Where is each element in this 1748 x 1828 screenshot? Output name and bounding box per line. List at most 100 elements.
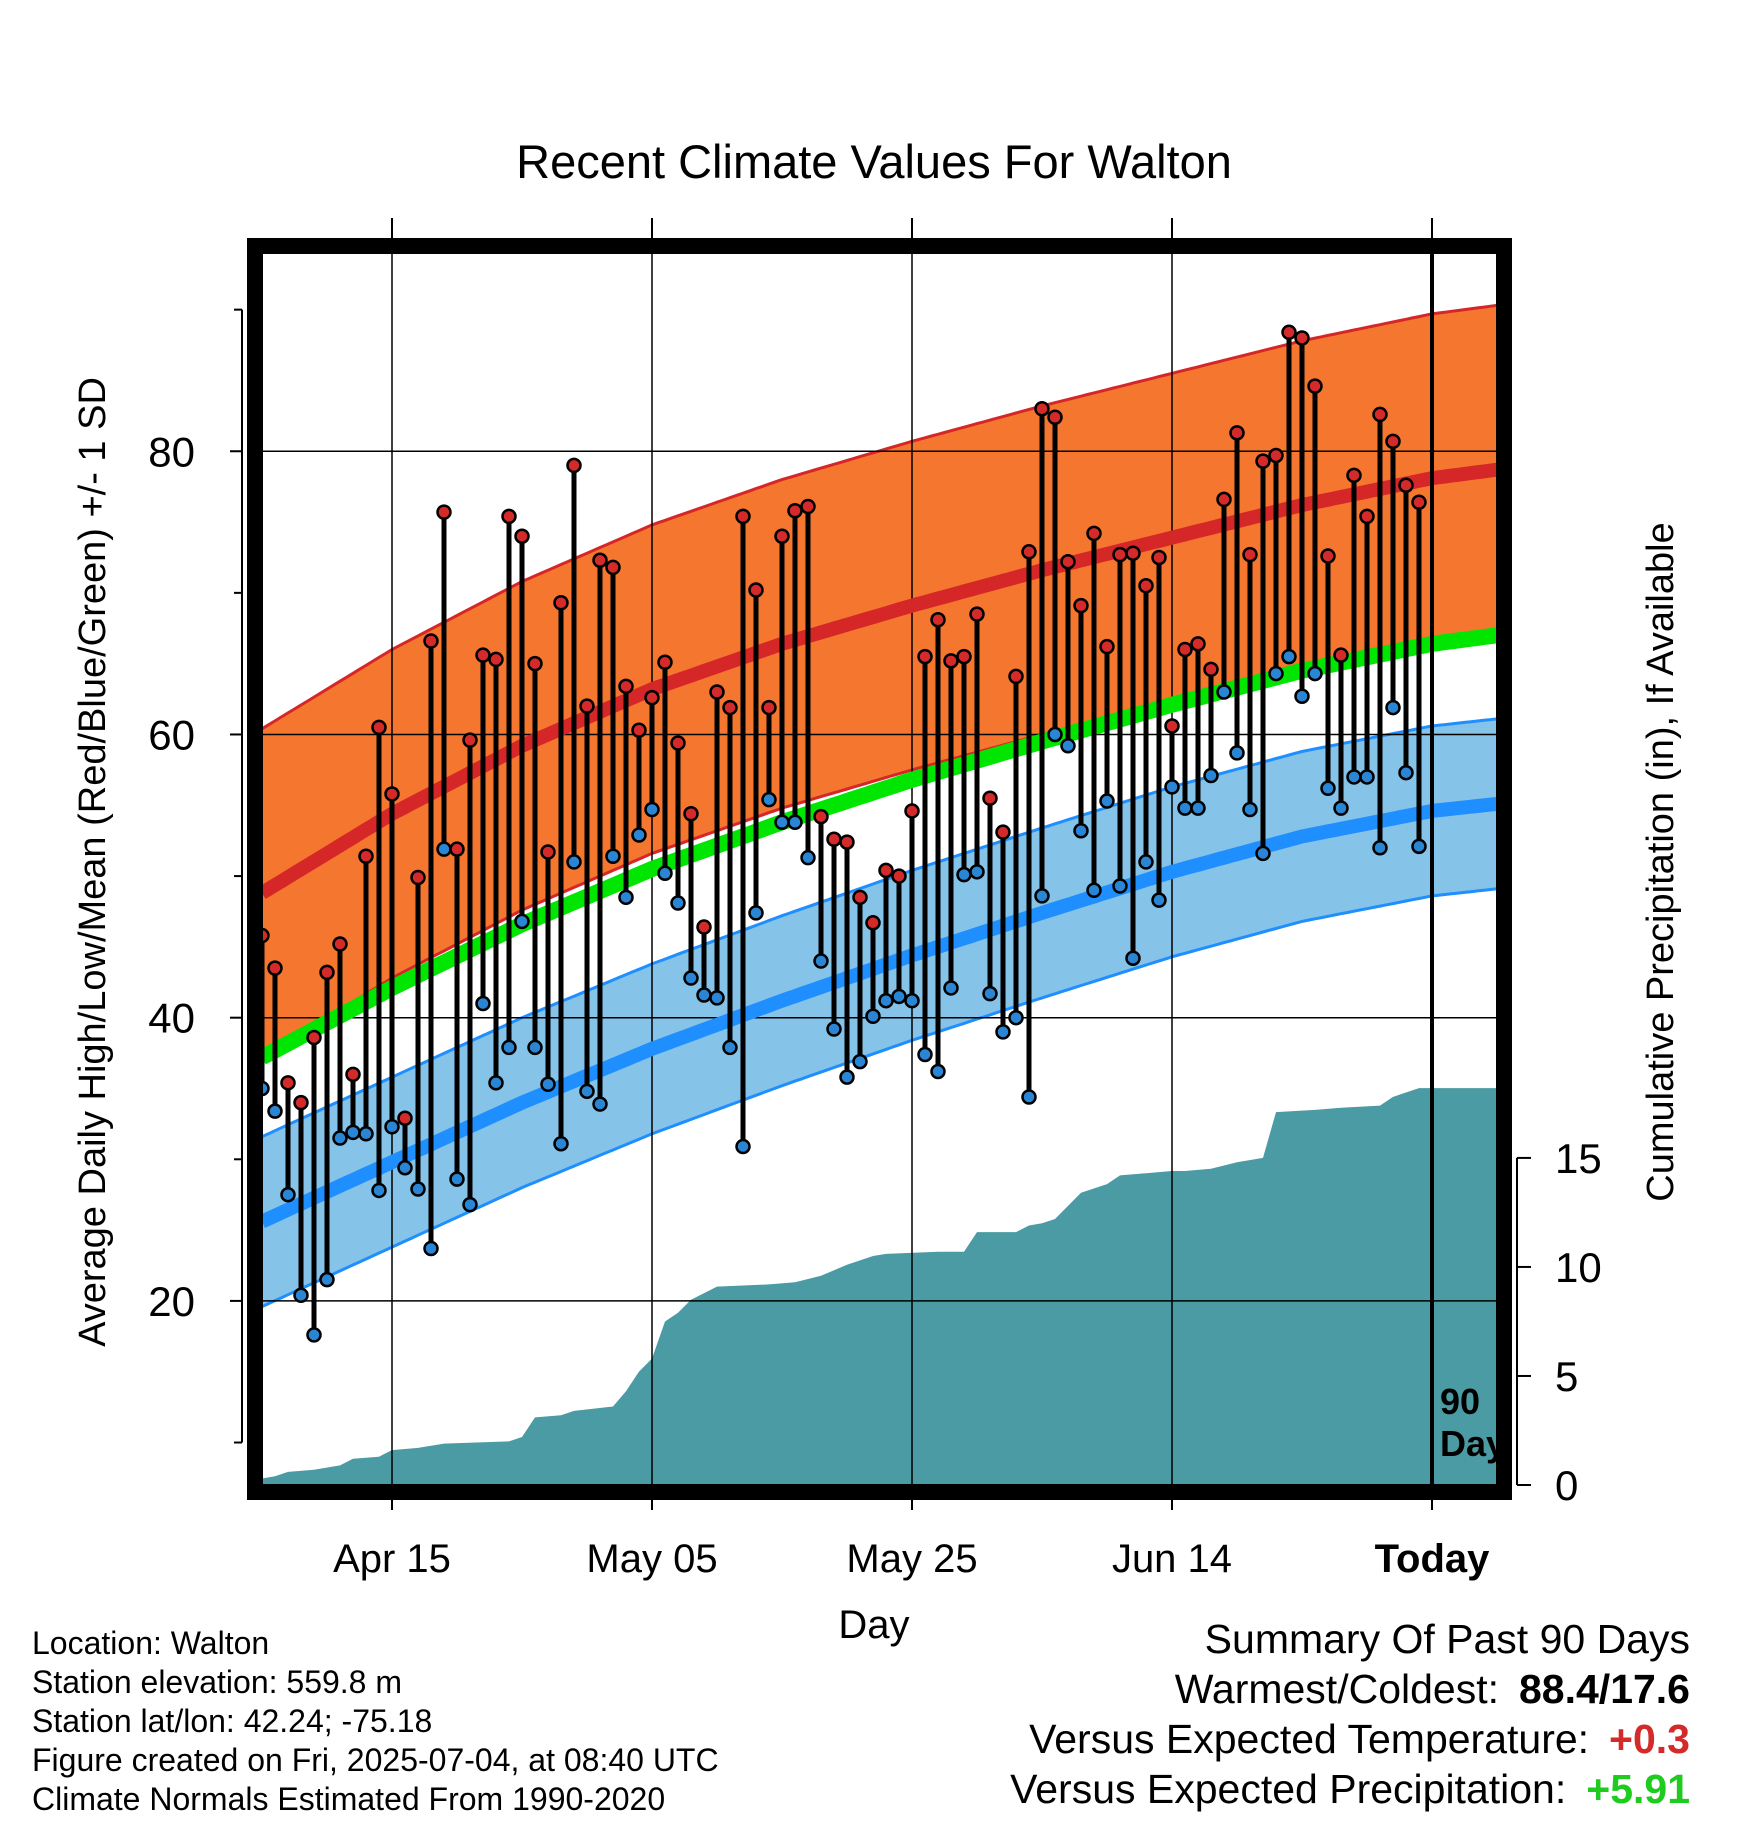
daily-high-point [384, 786, 400, 802]
summary-warmest-coldest: Warmest/Coldest: 88.4/17.6 [1010, 1664, 1690, 1714]
plot-frame [247, 238, 1512, 1500]
daily-low-point [423, 1240, 439, 1257]
daily-low-point [1268, 665, 1284, 682]
daily-high-point [267, 960, 283, 976]
daily-low-point [1021, 1089, 1037, 1105]
daily-high-point [878, 862, 894, 879]
daily-high-point [1112, 546, 1128, 563]
daily-low-point [800, 849, 816, 866]
daily-high-point [592, 552, 608, 569]
daily-low-point [1320, 780, 1336, 797]
daily-low-point [1411, 838, 1427, 855]
daily-low-point [267, 1103, 283, 1119]
daily-low-point [956, 866, 972, 883]
daily-low-point [1008, 1009, 1024, 1026]
daily-low-point [787, 814, 803, 831]
daily-high-point [280, 1075, 296, 1091]
x-tick-label: May 05 [586, 1537, 717, 1581]
daily-high-point [800, 498, 816, 515]
normals-text: Climate Normals Estimated From 1990-2020 [32, 1781, 666, 1817]
daily-low-point [1242, 801, 1258, 818]
daily-low-point [345, 1124, 361, 1141]
daily-high-point [683, 806, 699, 822]
daily-high-point [735, 508, 751, 525]
daily-high-point [1047, 409, 1063, 426]
x-tick-label: Apr 15 [333, 1537, 451, 1581]
daily-high-point [813, 808, 829, 825]
daily-low-point [527, 1039, 543, 1056]
daily-low-point [1073, 823, 1089, 839]
daily-low-point [410, 1181, 426, 1197]
today-days-label: 90 Days [1440, 1381, 1526, 1464]
daily-high-point [1307, 378, 1323, 394]
y-tick-label-right: 5 [1555, 1353, 1578, 1400]
daily-low-point [1281, 648, 1297, 665]
daily-high-point [761, 699, 777, 716]
daily-high-point [1398, 477, 1414, 493]
temp-anomaly-label: Versus Expected Temperature: [1029, 1716, 1590, 1762]
daily-high-point [1294, 330, 1310, 346]
daily-high-point [1125, 545, 1141, 561]
x-tick-label: Today [1375, 1537, 1491, 1581]
daily-high-point [501, 508, 517, 525]
daily-low-point [436, 841, 452, 857]
daily-low-point [449, 1171, 465, 1187]
daily-high-point [670, 735, 686, 751]
daily-low-point [1086, 882, 1102, 898]
daily-low-point [774, 814, 790, 831]
daily-low-point [813, 953, 829, 969]
location-text: Location: Walton [32, 1625, 270, 1661]
daily-low-point [644, 801, 660, 818]
daily-high-point [969, 606, 985, 622]
daily-high-point [462, 732, 478, 748]
latlon-text: Station lat/lon: 42.24; -75.18 [32, 1703, 433, 1739]
daily-high-point [930, 612, 946, 628]
daily-high-point [605, 559, 621, 576]
daily-low-point [358, 1126, 374, 1142]
precip-anomaly-value: +5.91 [1586, 1766, 1690, 1812]
daily-low-point [1047, 726, 1063, 743]
warmest-coldest-value: 88.4/17.6 [1519, 1666, 1690, 1712]
daily-high-point [1190, 636, 1206, 652]
daily-high-point [995, 824, 1011, 840]
daily-high-point [657, 654, 673, 671]
daily-low-point [262, 1080, 270, 1097]
daily-low-point [1372, 840, 1388, 856]
normal-low-band-lower-edge [262, 887, 1497, 1308]
daily-high-point [774, 528, 790, 544]
daily-high-point [1177, 641, 1193, 658]
daily-low-point [1190, 800, 1206, 816]
daily-low-point [1125, 950, 1141, 966]
y-tick-label-left: 80 [148, 428, 195, 475]
daily-low-point [943, 980, 959, 996]
daily-high-point [1255, 453, 1271, 469]
daily-high-point [1164, 718, 1180, 734]
daily-high-point [1372, 406, 1388, 423]
daily-high-point [1138, 578, 1154, 594]
daily-high-point [358, 848, 374, 865]
daily-high-point [1216, 491, 1232, 508]
daily-high-point [475, 647, 491, 663]
daily-low-point [761, 791, 777, 808]
daily-low-point [826, 1021, 842, 1037]
summary-temp: Versus Expected Temperature: +0.3 [1010, 1714, 1690, 1764]
daily-low-point [1398, 764, 1414, 781]
daily-high-point [644, 689, 660, 706]
daily-high-point [709, 684, 725, 700]
daily-high-point [956, 648, 972, 665]
daily-high-point [306, 1029, 322, 1046]
daily-low-point [865, 1008, 881, 1025]
daily-low-point [995, 1024, 1011, 1040]
daily-high-point [319, 964, 335, 981]
daily-low-point [878, 992, 894, 1009]
daily-high-point [1008, 668, 1024, 685]
daily-low-point [1099, 793, 1115, 809]
daily-high-point [1411, 494, 1427, 510]
daily-high-point [1203, 661, 1219, 678]
daily-low-point [709, 990, 725, 1006]
daily-low-point [1034, 888, 1050, 904]
daily-high-point [540, 844, 556, 860]
daily-low-point [930, 1063, 946, 1080]
y-tick-label-left: 20 [148, 1278, 195, 1325]
